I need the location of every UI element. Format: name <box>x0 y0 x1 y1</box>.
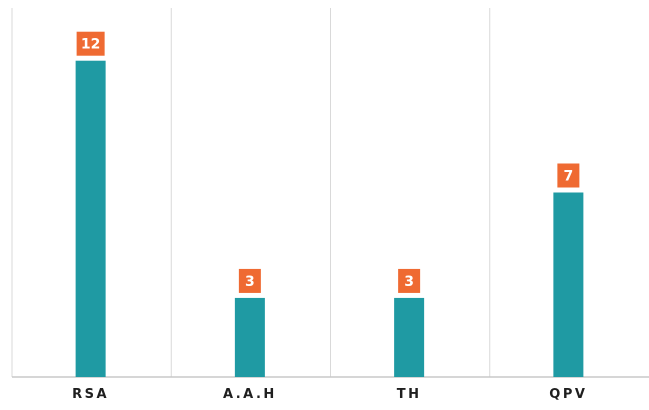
bar-aah <box>234 297 265 377</box>
data-label: 7 <box>564 169 574 185</box>
x-tick-layer: RSA A.A.H TH QPV <box>72 387 587 402</box>
bar-rsa <box>75 60 106 377</box>
data-label-box <box>238 268 261 293</box>
bar-th <box>394 297 425 377</box>
data-label-layer: 12 3 3 7 <box>76 31 580 293</box>
x-tick-label: QPV <box>549 387 587 402</box>
x-tick-label: TH <box>397 387 422 402</box>
data-label-box <box>76 31 105 56</box>
data-label: 3 <box>404 274 414 290</box>
bar-layer <box>75 60 584 377</box>
x-tick-label: RSA <box>72 387 109 402</box>
data-label: 3 <box>245 274 255 290</box>
data-label-box <box>398 268 421 293</box>
x-tick-label: A.A.H <box>223 387 277 402</box>
bar-qpv <box>553 192 584 377</box>
data-label: 12 <box>81 37 100 53</box>
grid-layer <box>11 8 649 378</box>
data-label-box <box>557 163 580 188</box>
